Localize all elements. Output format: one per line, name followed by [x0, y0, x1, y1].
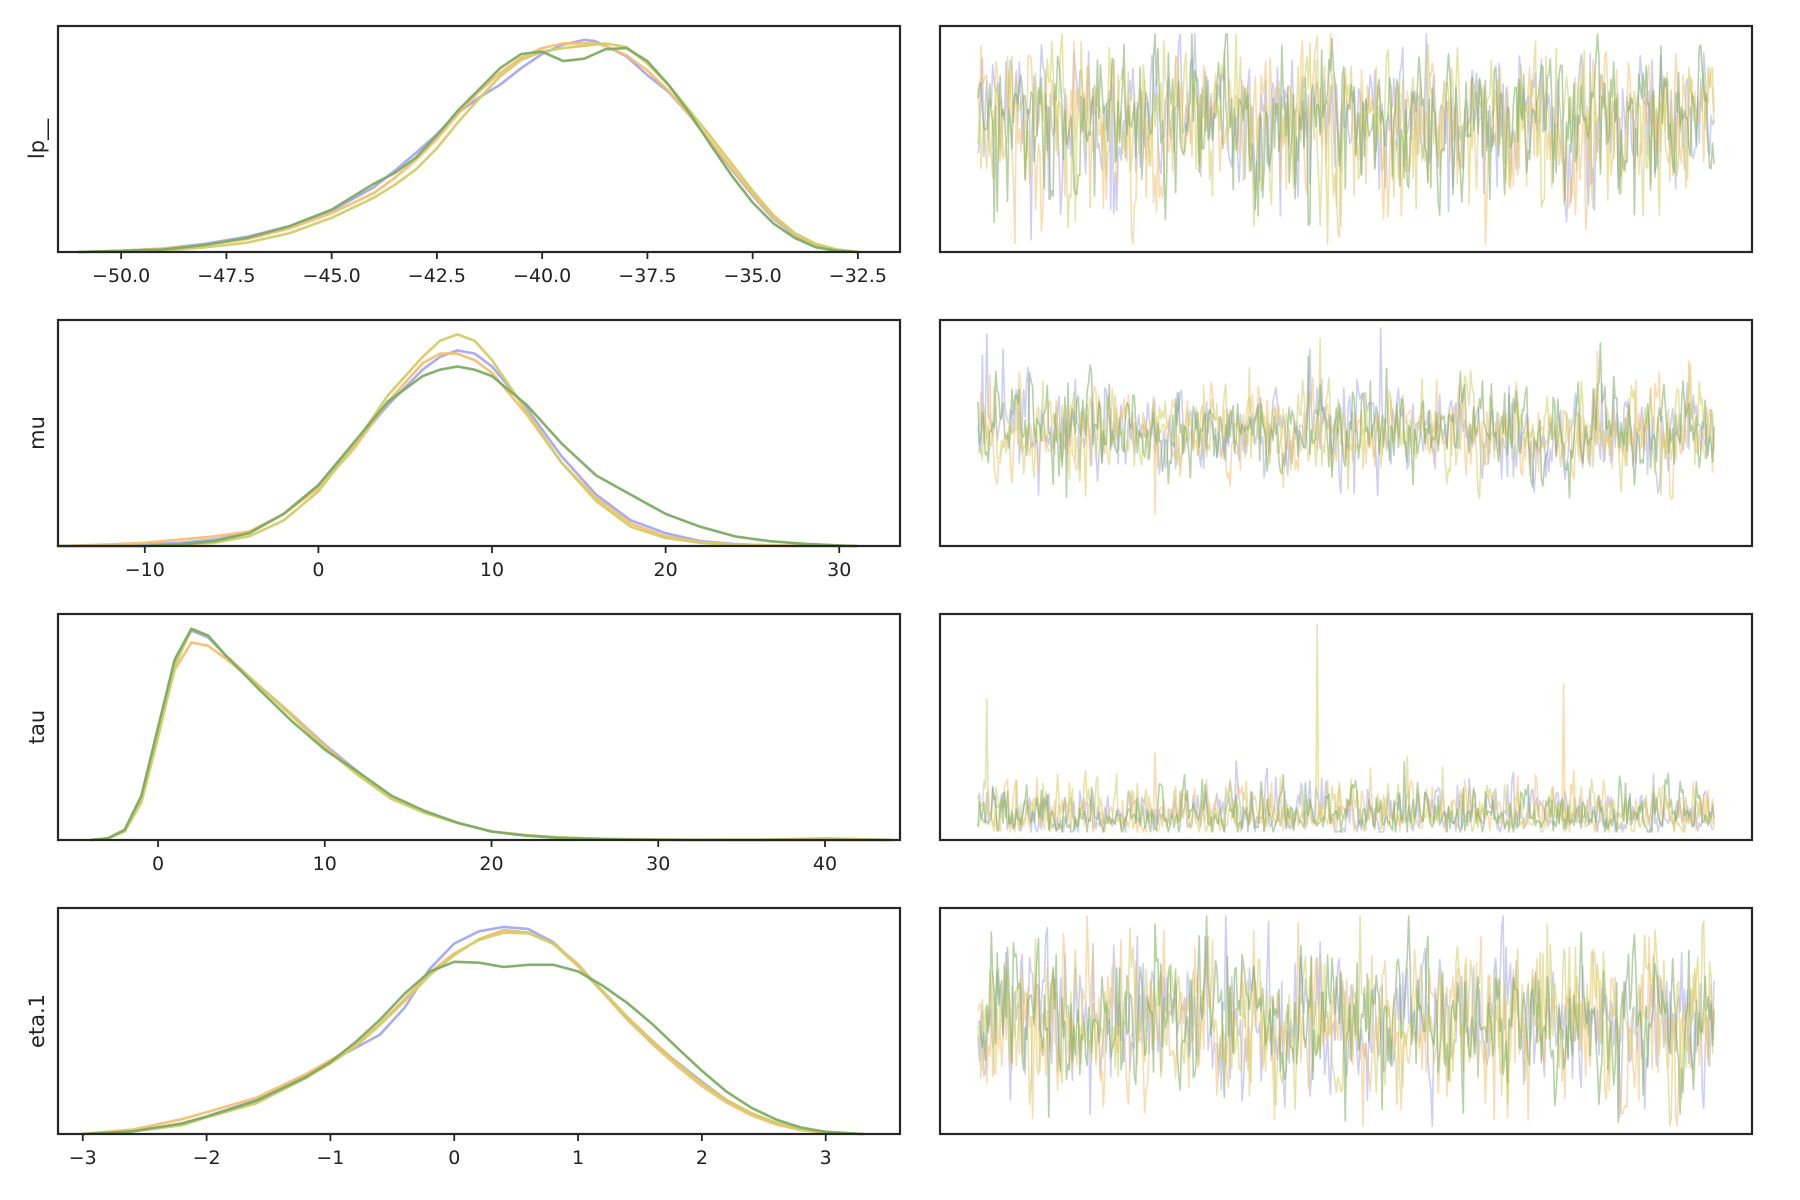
density-lines	[90, 627, 894, 842]
x-tick-label: −35.0	[724, 265, 782, 287]
density-line-chain-2	[56, 352, 858, 548]
density-line-chain-4	[56, 365, 858, 548]
x-tick-label: −2	[193, 1147, 221, 1169]
density-frame	[56, 318, 902, 548]
x-tick-label: −40.0	[513, 265, 571, 287]
x-tick-label: 10	[480, 559, 504, 581]
density-lines	[56, 333, 858, 548]
x-tick-label: 30	[827, 559, 851, 581]
density-line-chain-3	[77, 42, 860, 254]
trace-frame	[938, 612, 1754, 842]
x-tick-label: 0	[448, 1147, 460, 1169]
density-lines	[77, 38, 860, 254]
x-axis: −50.0 −47.5 −45.0 −42.5 −40.0 −37.5 −35.0 −32.5	[92, 252, 887, 287]
row-eta-1: eta.1 −3 −2 −1 0 1 2 3	[25, 906, 1754, 1169]
density-line-chain-4	[77, 46, 860, 254]
x-axis: −10 0 10 20 30	[125, 546, 851, 581]
density-panel: −3 −2 −1 0 1 2 3	[56, 906, 902, 1169]
density-frame	[56, 906, 902, 1136]
density-frame	[56, 24, 902, 254]
row-mu: mu −10 0 10 20 30	[25, 318, 1754, 581]
trace-panel	[938, 906, 1754, 1136]
density-line-chain-1	[77, 38, 860, 254]
trace-line-chain-4	[977, 342, 1715, 499]
trace-line-chain-3	[977, 623, 1715, 833]
row-label: tau	[25, 710, 49, 744]
trace-panel	[938, 612, 1754, 842]
x-tick-label: −50.0	[92, 265, 150, 287]
x-tick-label: 40	[813, 853, 837, 875]
trace-line-chain-4	[977, 915, 1715, 1124]
trace-frame	[938, 906, 1754, 1136]
row-lp-: lp__−50.0 −47.5 −45.0 −42.5 −40.0 −37.5 −35.0−…	[25, 24, 1754, 287]
row-label: lp__	[25, 118, 50, 159]
trace-line-chain-3	[977, 337, 1715, 500]
density-frame	[56, 612, 902, 842]
x-tick-label: −37.5	[618, 265, 676, 287]
density-panel: −10 0 10 20 30	[56, 318, 902, 581]
x-tick-label: −10	[125, 559, 165, 581]
x-tick-label: −1	[316, 1147, 344, 1169]
density-line-chain-2	[81, 931, 865, 1136]
density-lines	[81, 925, 865, 1136]
density-line-chain-2	[90, 641, 894, 842]
x-tick-label: −32.5	[829, 265, 887, 287]
x-tick-label: 2	[696, 1147, 708, 1169]
density-line-chain-4	[81, 960, 865, 1136]
trace-line-chain-4	[977, 33, 1715, 226]
density-line-chain-1	[90, 629, 894, 842]
x-axis: 0 10 20 30 40	[152, 840, 837, 875]
row-label: eta.1	[25, 994, 49, 1048]
x-tick-label: 0	[152, 853, 164, 875]
density-line-chain-3	[81, 928, 865, 1136]
row-label: mu	[25, 416, 49, 450]
trace-frame	[938, 24, 1754, 254]
density-line-chain-3	[90, 627, 894, 842]
x-tick-label: 3	[820, 1147, 832, 1169]
density-line-chain-1	[56, 349, 858, 548]
x-tick-label: 0	[312, 559, 324, 581]
x-axis: −3 −2 −1 0 1 2 3	[69, 1134, 832, 1169]
trace-line-chain-4	[977, 760, 1715, 833]
trace-panel	[938, 24, 1754, 254]
x-tick-label: 20	[654, 559, 678, 581]
x-tick-label: 1	[572, 1147, 584, 1169]
x-tick-label: 20	[479, 853, 503, 875]
x-tick-label: 30	[646, 853, 670, 875]
density-panel: 0 10 20 30 40	[56, 612, 902, 875]
x-tick-label: −45.0	[303, 265, 361, 287]
trace-panel	[938, 318, 1754, 548]
density-line-chain-2	[77, 42, 860, 254]
x-tick-label: 10	[313, 853, 337, 875]
density-line-chain-4	[90, 627, 894, 842]
density-line-chain-3	[56, 333, 858, 548]
row-tau: tau 0 10 20 30 40	[25, 612, 1754, 875]
x-tick-label: −47.5	[197, 265, 255, 287]
x-tick-label: −42.5	[408, 265, 466, 287]
density-panel: −50.0 −47.5 −45.0 −42.5 −40.0 −37.5 −35.0 −32.5	[56, 24, 902, 287]
x-tick-label: −3	[69, 1147, 97, 1169]
trace-line-chain-3	[977, 33, 1715, 245]
trace-frame	[938, 318, 1754, 548]
